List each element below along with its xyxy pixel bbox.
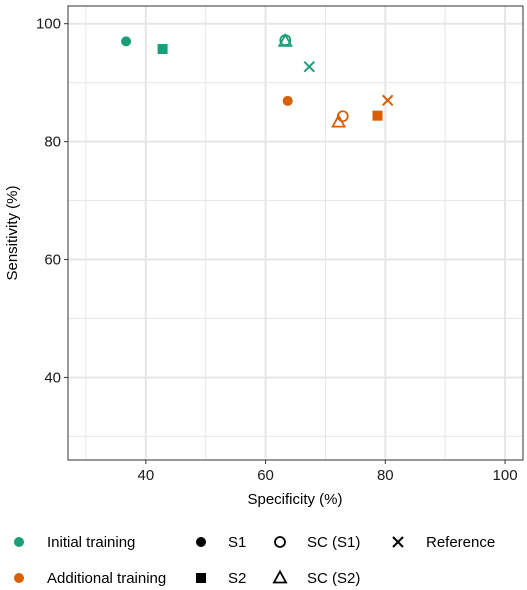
legend-reference-marker (392, 536, 404, 548)
legend-s2-marker (196, 573, 206, 583)
legend-label: SC (S2) (307, 570, 360, 587)
point-additional-training-reference (381, 94, 394, 107)
grid-lines (68, 6, 523, 460)
legend-sc-s2-marker (272, 569, 288, 584)
point-additional-training-s2 (372, 110, 383, 121)
x-tick-label: 60 (257, 467, 274, 484)
axis-ticks: 40 60 80 100 40 60 80 100 (36, 16, 518, 484)
data-points (121, 32, 394, 128)
x-tick-label: 100 (493, 467, 518, 484)
point-initial-training-reference (303, 61, 315, 73)
legend-label: Initial training (47, 534, 135, 551)
point-initial-training-s1 (121, 36, 132, 47)
legend-label: S2 (228, 570, 246, 587)
legend-sc-s1-marker (274, 536, 286, 548)
x-axis-title: Specificity (%) (247, 491, 342, 508)
point-additional-training-s1 (282, 95, 293, 106)
point-additional-training-sc-s2 (331, 113, 347, 128)
y-tick-label: 80 (44, 134, 61, 151)
point-initial-training-s2 (157, 44, 168, 55)
legend-initial-training-swatch (14, 537, 24, 547)
legend: Initial training Additional training S1 S2 S… (14, 534, 495, 587)
plot-panel-border (67, 5, 524, 461)
y-tick-label: 100 (36, 16, 61, 33)
legend-label: Additional training (47, 570, 166, 587)
legend-label: Reference (426, 534, 495, 551)
x-tick-label: 40 (137, 467, 154, 484)
point-initial-training-sc-s2 (277, 32, 293, 47)
legend-label: SC (S1) (307, 534, 360, 551)
y-axis-title: Sensitivity (%) (4, 185, 21, 280)
x-tick-label: 80 (377, 467, 394, 484)
legend-additional-training-swatch (14, 573, 24, 583)
y-tick-label: 40 (44, 369, 61, 386)
legend-s1-marker (196, 537, 206, 547)
y-tick-label: 60 (44, 252, 61, 269)
legend-label: S1 (228, 534, 246, 551)
